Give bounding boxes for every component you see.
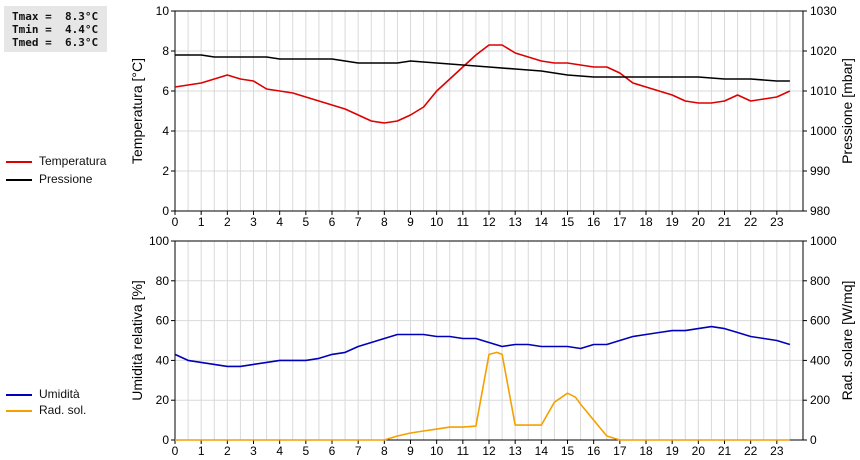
x-tick-label: 11: [457, 215, 470, 229]
x-tick-label: 17: [613, 444, 627, 458]
x-tick-label: 19: [665, 215, 679, 229]
x-tick-label: 10: [430, 215, 444, 229]
x-tick-label: 5: [302, 444, 309, 458]
legend-label: Pressione: [39, 172, 93, 186]
x-tick-label: 2: [224, 215, 231, 229]
x-tick-label: 20: [692, 444, 706, 458]
y2-tick-label: 980: [810, 204, 830, 218]
x-tick-label: 9: [407, 444, 414, 458]
x-tick-label: 0: [172, 444, 179, 458]
x-tick-label: 8: [381, 215, 388, 229]
x-tick-label: 7: [355, 444, 362, 458]
x-tick-label: 23: [770, 444, 784, 458]
x-tick-label: 18: [639, 215, 653, 229]
x-tick-label: 4: [276, 215, 283, 229]
y2-tick-label: 800: [810, 274, 830, 288]
y2-tick-label: 1020: [810, 44, 837, 58]
y-tick-label: 0: [162, 433, 169, 447]
y-axis-label: Temperatura [°C]: [129, 58, 145, 164]
x-tick-label: 14: [535, 215, 549, 229]
y-tick-label: 80: [156, 274, 170, 288]
x-tick-label: 1: [198, 444, 205, 458]
x-tick-label: 22: [744, 215, 758, 229]
legend-swatch: [6, 179, 32, 181]
x-tick-label: 4: [276, 444, 283, 458]
y-tick-label: 2: [162, 164, 169, 178]
y-tick-label: 8: [162, 44, 169, 58]
x-tick-label: 16: [587, 444, 601, 458]
tmed-text: Tmed = 6.3°C: [12, 36, 99, 49]
y-tick-label: 60: [156, 314, 170, 328]
series-line-pressione: [175, 54, 790, 82]
x-tick-label: 3: [250, 444, 257, 458]
x-tick-label: 13: [508, 215, 522, 229]
y-tick-label: 4: [162, 124, 169, 138]
legend-swatch: [6, 410, 32, 412]
x-tick-label: 8: [381, 444, 388, 458]
y2-axis-label: Pressione [mbar]: [839, 58, 855, 164]
x-tick-label: 12: [482, 215, 496, 229]
y-tick-label: 20: [156, 393, 170, 407]
x-tick-label: 15: [561, 444, 575, 458]
series-line-umidit: [174, 325, 791, 368]
y2-tick-label: 1000: [810, 234, 837, 248]
y-tick-label: 100: [149, 234, 169, 248]
stats-box: Tmax = 8.3°C Tmin = 4.4°C Tmed = 6.3°C: [4, 6, 107, 52]
y2-tick-label: 400: [810, 353, 830, 367]
x-tick-label: 15: [561, 215, 575, 229]
y2-tick-label: 990: [810, 164, 830, 178]
x-tick-label: 17: [613, 215, 627, 229]
x-tick-label: 1: [198, 215, 205, 229]
x-tick-label: 16: [587, 215, 601, 229]
y2-tick-label: 1010: [810, 84, 837, 98]
legend-label: Umidità: [39, 387, 80, 401]
x-tick-label: 18: [639, 444, 653, 458]
x-tick-label: 12: [482, 444, 496, 458]
x-tick-label: 21: [718, 215, 732, 229]
x-tick-label: 14: [535, 444, 549, 458]
humidity-radiation-chart: 0 1 2 3 4 5 6 7 8 9 10 11 12 13 14 15 16 17 18 19 20 21 22 2302…: [129, 234, 855, 458]
x-tick-label: 19: [665, 444, 679, 458]
legend-swatch: [6, 394, 32, 396]
y-tick-label: 6: [162, 84, 169, 98]
y2-tick-label: 1000: [810, 124, 837, 138]
x-tick-label: 21: [718, 444, 732, 458]
x-tick-label: 10: [430, 444, 444, 458]
x-tick-label: 2: [224, 444, 231, 458]
y2-tick-label: 200: [810, 393, 830, 407]
y-tick-label: 0: [162, 204, 169, 218]
tmin-text: Tmin = 4.4°C: [12, 23, 99, 36]
x-tick-label: 0: [172, 215, 179, 229]
x-tick-label: 3: [250, 215, 257, 229]
legend-swatch: [6, 161, 32, 163]
x-tick-label: 6: [329, 444, 336, 458]
x-tick-label: 20: [692, 215, 706, 229]
legend-label: Rad. sol.: [39, 403, 87, 417]
x-tick-label: 22: [744, 444, 758, 458]
y2-tick-label: 0: [810, 433, 817, 447]
x-tick-label: 13: [508, 444, 522, 458]
y2-tick-label: 1030: [810, 4, 837, 18]
series-line-rad-sol: [175, 351, 790, 441]
x-tick-label: 6: [329, 215, 336, 229]
x-tick-label: 7: [355, 215, 362, 229]
x-tick-label: 11: [457, 444, 470, 458]
legend-label: Temperatura: [39, 154, 107, 168]
y2-tick-label: 600: [810, 314, 830, 328]
series-line-temperatura: [174, 44, 791, 124]
x-tick-label: 23: [770, 215, 784, 229]
x-tick-label: 9: [407, 215, 414, 229]
y-axis-label: Umidità relativa [%]: [129, 280, 145, 401]
x-tick-label: 5: [302, 215, 309, 229]
temp-pressure-chart: 0 1 2 3 4 5 6 7 8 9 10 11 12 13 14 15 16 17 18 19 20 21 22 2302…: [129, 4, 855, 229]
y2-axis-label: Rad. solare [W/mq]: [839, 281, 855, 401]
tmax-text: Tmax = 8.3°C: [12, 10, 99, 23]
y-tick-label: 40: [156, 353, 170, 367]
y-tick-label: 10: [156, 4, 170, 18]
